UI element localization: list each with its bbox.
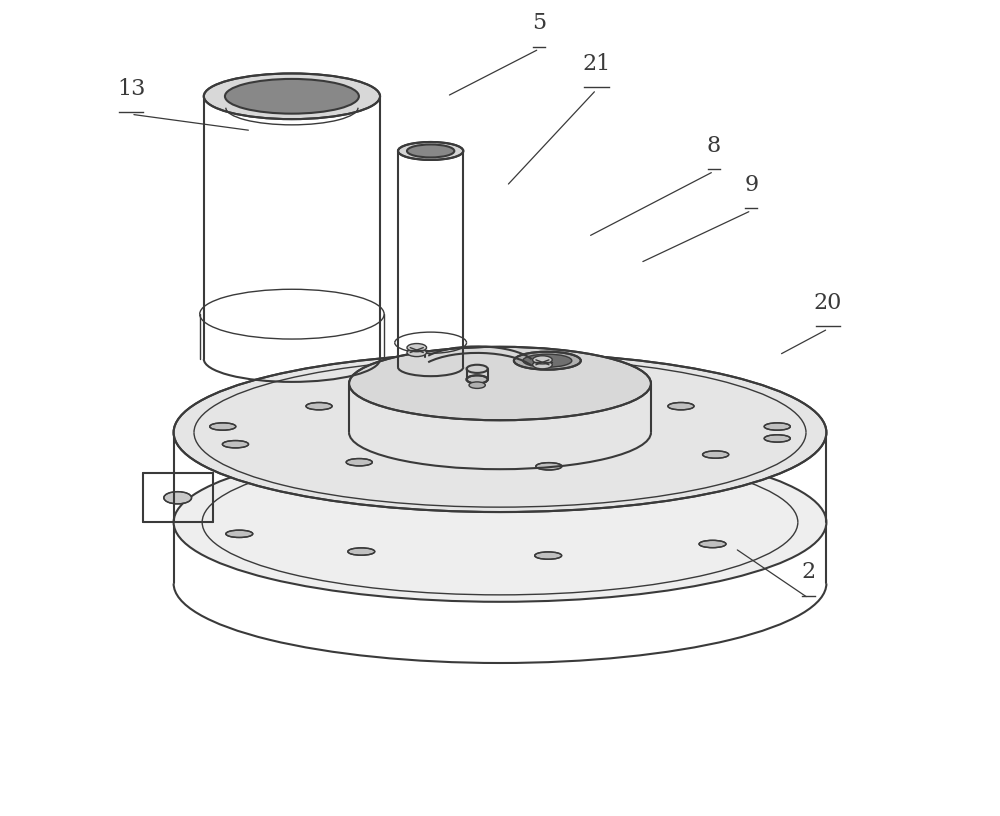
Ellipse shape [533, 356, 552, 364]
Text: 5: 5 [532, 12, 546, 34]
Ellipse shape [407, 344, 427, 352]
Ellipse shape [487, 394, 513, 401]
Ellipse shape [204, 73, 380, 119]
Ellipse shape [469, 382, 485, 388]
Ellipse shape [764, 423, 790, 430]
Ellipse shape [398, 142, 463, 160]
Ellipse shape [764, 435, 790, 442]
Ellipse shape [174, 442, 826, 602]
Text: 20: 20 [814, 292, 842, 314]
Ellipse shape [222, 441, 249, 448]
Text: 21: 21 [582, 53, 610, 75]
Text: 2: 2 [801, 561, 816, 583]
Ellipse shape [467, 375, 488, 384]
Text: 9: 9 [744, 174, 758, 196]
Ellipse shape [514, 352, 581, 370]
Ellipse shape [306, 402, 332, 410]
Ellipse shape [536, 463, 562, 470]
Text: 8: 8 [707, 135, 721, 157]
Ellipse shape [174, 353, 826, 512]
Ellipse shape [210, 423, 236, 430]
Ellipse shape [346, 459, 372, 466]
Ellipse shape [533, 361, 552, 369]
Ellipse shape [225, 79, 359, 113]
Ellipse shape [407, 144, 454, 157]
Ellipse shape [535, 552, 562, 559]
Ellipse shape [164, 491, 192, 503]
Ellipse shape [523, 354, 572, 367]
Ellipse shape [407, 348, 427, 357]
Ellipse shape [348, 548, 375, 555]
Text: 13: 13 [117, 78, 145, 100]
Ellipse shape [467, 365, 488, 373]
Ellipse shape [668, 402, 694, 410]
Ellipse shape [349, 347, 651, 420]
Ellipse shape [226, 530, 253, 538]
Ellipse shape [699, 540, 726, 548]
Ellipse shape [703, 451, 729, 459]
